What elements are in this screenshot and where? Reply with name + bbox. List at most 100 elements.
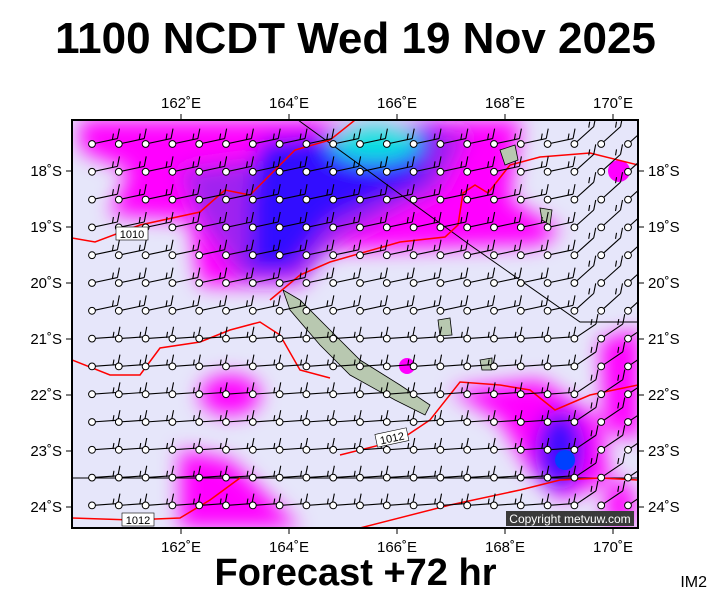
wind-barb — [248, 410, 282, 426]
wind-barb — [597, 341, 626, 371]
lon-tick-label: 162˚E — [161, 95, 201, 112]
lat-tick-label: 19˚S — [30, 219, 62, 236]
wind-barb — [222, 239, 254, 260]
wind-barb — [168, 326, 201, 343]
lon-tick-label: 170˚E — [593, 539, 633, 556]
wind-barb — [88, 295, 120, 315]
wind-barb — [409, 239, 442, 260]
wind-barb — [141, 465, 175, 482]
wind-barb — [570, 255, 597, 287]
wind-barb — [356, 128, 388, 148]
lon-tick-label: 168˚E — [485, 539, 525, 556]
lon-tick-label: 168˚E — [485, 95, 525, 112]
wind-barb — [302, 128, 335, 148]
wind-barb — [329, 184, 362, 204]
wind-barb — [409, 184, 442, 204]
wind-barb — [222, 493, 255, 510]
wind-barb — [490, 437, 523, 454]
wind-barb — [168, 184, 201, 204]
wind-barb — [409, 410, 443, 426]
wind-barb — [516, 128, 549, 148]
wind-barb — [168, 382, 201, 399]
wind-barb — [248, 295, 281, 315]
wind-barb — [436, 410, 469, 426]
wind-barb — [168, 354, 201, 371]
wind-barb — [516, 326, 550, 343]
wind-barb — [597, 120, 623, 148]
axis-ticks: 162˚E 162˚E 164˚E 164˚E 166˚E 166˚E 168˚E 168˚E… — [30, 95, 679, 556]
wind-barbs — [88, 120, 638, 510]
wind-barb — [329, 211, 362, 232]
wind-barb — [302, 437, 335, 454]
wind-barb — [382, 437, 416, 454]
wind-barb — [463, 437, 496, 454]
wind-barb — [409, 295, 442, 315]
wind-barb — [436, 267, 469, 287]
wind-barb — [436, 295, 469, 315]
wind-barb — [329, 239, 362, 260]
wind-barb — [436, 326, 469, 343]
wind-barb — [356, 465, 389, 482]
wind-barb — [409, 493, 443, 510]
wind-barb — [248, 156, 281, 176]
wind-barb — [597, 425, 626, 454]
wind-barb — [382, 184, 415, 204]
wind-barb — [624, 414, 638, 426]
wind-barb — [516, 493, 550, 510]
wind-barb — [275, 295, 308, 315]
wind-barb — [490, 184, 522, 204]
wind-barb — [168, 156, 201, 176]
wind-barb — [490, 354, 523, 371]
wind-barb — [570, 283, 597, 315]
isobar-label: 1012 — [126, 515, 150, 527]
wind-barb — [463, 156, 496, 176]
wind-barb — [114, 382, 148, 399]
wind-barb — [302, 239, 335, 260]
wind-barb — [409, 128, 442, 148]
wind-barb — [463, 239, 496, 260]
wind-barb — [382, 267, 415, 287]
wind-barb — [543, 267, 576, 287]
lat-tick-label: 18˚S — [30, 163, 62, 180]
wind-barb — [195, 184, 228, 204]
wind-barb — [490, 128, 522, 148]
wind-barb — [275, 382, 309, 399]
wind-barb — [195, 128, 228, 148]
lat-tick-label: 20˚S — [30, 275, 62, 292]
wind-barb — [436, 184, 469, 204]
wind-barb — [570, 313, 599, 343]
wind-barb — [168, 239, 201, 260]
wind-barb — [570, 425, 599, 454]
wind-barb — [168, 128, 201, 148]
boundary-lines — [72, 120, 638, 479]
copyright-text: Copyright metvuw.com — [509, 512, 630, 526]
lon-tick-label: 170˚E — [593, 95, 633, 112]
wind-barb — [329, 382, 362, 399]
wind-barb — [516, 437, 550, 454]
wind-barb — [114, 326, 148, 343]
wind-barb — [302, 295, 335, 315]
wind-barb — [490, 211, 522, 232]
wind-barb — [570, 120, 596, 148]
lat-tick-label: 24˚S — [648, 499, 680, 516]
wind-barb — [248, 465, 282, 482]
lat-tick-label: 23˚S — [30, 443, 62, 460]
lat-tick-label: 21˚S — [30, 331, 62, 348]
lat-tick-label: 21˚S — [648, 331, 680, 348]
map-frame — [71, 119, 639, 529]
wind-barb — [141, 239, 174, 260]
wind-barb — [382, 239, 415, 260]
lon-tick-label: 164˚E — [269, 539, 309, 556]
wind-barb — [356, 211, 388, 232]
copyright-box: Copyright metvuw.com — [506, 511, 634, 526]
wind-barb — [302, 267, 335, 287]
wind-barb — [302, 410, 335, 426]
wind-barb — [490, 156, 522, 176]
lat-tick-label: 22˚S — [30, 387, 62, 404]
lon-tick-label: 164˚E — [269, 95, 309, 112]
isobar-label: 1010 — [120, 229, 144, 241]
wind-barb — [409, 326, 443, 343]
wind-barb — [624, 358, 638, 371]
wind-barb — [88, 128, 120, 148]
